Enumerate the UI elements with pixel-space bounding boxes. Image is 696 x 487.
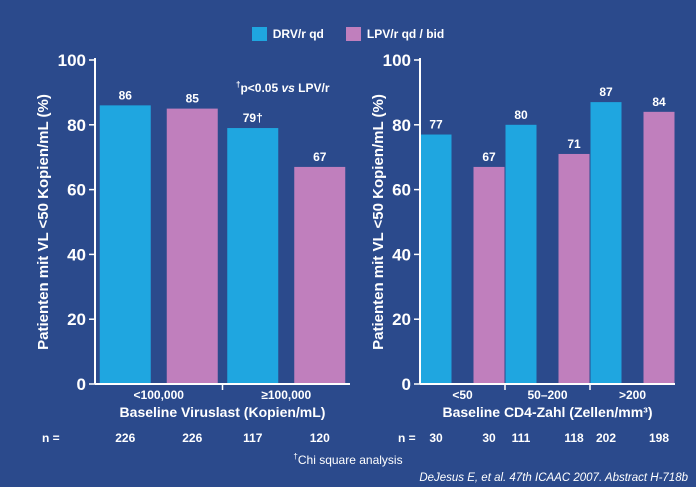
data-label-1-0-1: 67 bbox=[482, 150, 496, 164]
n-value-1-1-1: 118 bbox=[564, 431, 584, 445]
bar-1-0-0 bbox=[420, 134, 452, 384]
y-tick-label-1-1: 20 bbox=[392, 310, 411, 329]
category-label-1-0: <50 bbox=[452, 388, 473, 402]
bar-1-1-1 bbox=[558, 153, 590, 384]
n-value-1-2-0: 202 bbox=[596, 431, 616, 445]
n-value-0-0-1: 226 bbox=[182, 431, 202, 445]
y-tick-label-0-2: 40 bbox=[67, 245, 86, 264]
footnote-dagger: † bbox=[293, 452, 298, 461]
y-tick-label-1-2: 40 bbox=[392, 245, 411, 264]
bar-1-2-0 bbox=[590, 102, 622, 385]
y-tick-label-0-4: 80 bbox=[67, 116, 86, 135]
n-label-0: n = bbox=[42, 431, 60, 445]
n-value-0-1-1: 120 bbox=[310, 431, 330, 445]
x-axis-title-1: Baseline CD4-Zahl (Zellen/mm³) bbox=[442, 404, 652, 420]
n-value-1-1-0: 111 bbox=[512, 431, 531, 445]
significance-dagger: † bbox=[236, 80, 241, 89]
bar-0-1-1 bbox=[294, 166, 346, 384]
y-tick-label-1-5: 100 bbox=[383, 51, 411, 70]
data-label-0-1-0: 79† bbox=[243, 111, 263, 125]
legend-swatch-drv bbox=[251, 27, 267, 41]
bar-1-2-1 bbox=[643, 111, 675, 384]
significance-vs: vs bbox=[281, 81, 295, 95]
data-label-1-0-0: 77 bbox=[429, 118, 443, 132]
data-label-0-1-1: 67 bbox=[313, 150, 327, 164]
y-tick-label-0-3: 60 bbox=[67, 181, 86, 200]
bar-0-0-1 bbox=[166, 108, 218, 384]
category-label-1-2: >200 bbox=[619, 388, 646, 402]
significance-pre: p<0.05 bbox=[240, 81, 282, 95]
legend-label-drv: DRV/r qd bbox=[272, 27, 324, 41]
bar-1-0-1 bbox=[473, 166, 505, 384]
y-axis-title-1: Patienten mit VL <50 Kopien/mL (%) bbox=[370, 94, 387, 350]
legend-item-drv: DRV/r qd bbox=[251, 27, 324, 41]
category-label-1-1: 50–200 bbox=[527, 388, 567, 402]
data-label-1-2-1: 84 bbox=[652, 95, 666, 109]
category-label-0-1: ≥100,000 bbox=[261, 388, 311, 402]
footnote: †Chi square analysis bbox=[0, 452, 696, 467]
n-label-1: n = bbox=[398, 431, 416, 445]
data-label-1-1-1: 71 bbox=[567, 137, 581, 151]
n-value-1-2-1: 198 bbox=[649, 431, 669, 445]
bar-0-0-0 bbox=[99, 105, 151, 385]
data-label-1-2-0: 87 bbox=[599, 85, 613, 99]
footnote-text: Chi square analysis bbox=[297, 453, 403, 467]
legend-label-lpv: LPV/r qd / bid bbox=[366, 27, 445, 41]
bar-1-1-0 bbox=[505, 124, 537, 385]
data-label-1-1-0: 80 bbox=[514, 108, 528, 122]
y-tick-label-0-0: 0 bbox=[77, 375, 86, 394]
legend: DRV/r qd LPV/r qd / bid bbox=[0, 27, 696, 41]
n-value-1-0-1: 30 bbox=[482, 431, 496, 445]
significance-post: LPV/r bbox=[294, 81, 330, 95]
legend-swatch-lpv bbox=[345, 27, 361, 41]
n-value-1-0-0: 30 bbox=[429, 431, 443, 445]
bar-0-1-0 bbox=[227, 128, 279, 384]
category-label-0-0: <100,000 bbox=[134, 388, 185, 402]
y-tick-label-0-5: 100 bbox=[58, 51, 86, 70]
significance-note: †p<0.05 vs LPV/r bbox=[236, 80, 330, 95]
x-axis-title-0: Baseline Viruslast (Kopien/mL) bbox=[120, 404, 326, 420]
y-axis-title-0: Patienten mit VL <50 Kopien/mL (%) bbox=[35, 94, 52, 350]
y-tick-label-1-3: 60 bbox=[392, 181, 411, 200]
n-value-0-1-0: 117 bbox=[243, 431, 263, 445]
y-tick-label-1-4: 80 bbox=[392, 116, 411, 135]
legend-item-lpv: LPV/r qd / bid bbox=[345, 27, 445, 41]
citation: DeJesus E, et al. 47th ICAAC 2007. Abstr… bbox=[419, 472, 688, 484]
y-tick-label-1-0: 0 bbox=[402, 375, 411, 394]
y-tick-label-0-1: 20 bbox=[67, 310, 86, 329]
data-label-0-0-1: 85 bbox=[186, 92, 200, 106]
n-value-0-0-0: 226 bbox=[115, 431, 135, 445]
data-label-0-0-0: 86 bbox=[119, 88, 133, 102]
